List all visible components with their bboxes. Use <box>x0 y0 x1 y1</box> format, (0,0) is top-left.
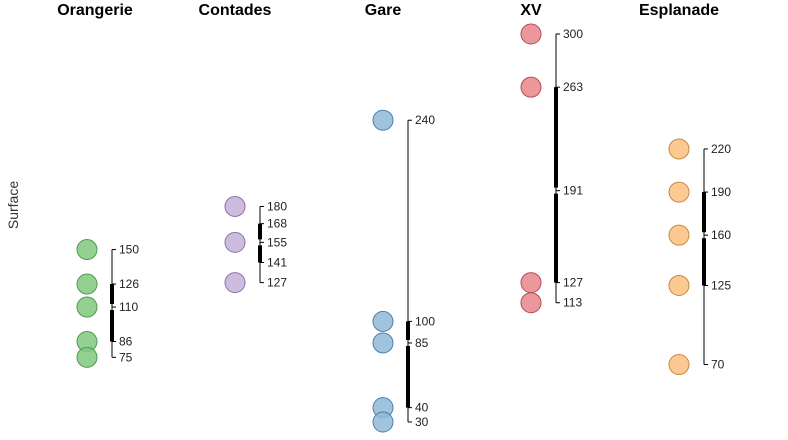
data-point-contades <box>224 231 246 253</box>
group-xv: XV 300 263 191 127 113 <box>520 2 583 314</box>
group-title-xv: XV <box>520 2 542 19</box>
data-point-gare <box>372 332 394 354</box>
data-point-esplanade <box>668 181 690 203</box>
tick-label-gare: 100 <box>415 314 435 328</box>
data-point-esplanade <box>668 354 690 376</box>
tick-label-xv: 300 <box>563 27 583 41</box>
tick-label-orangerie: 75 <box>119 350 133 364</box>
tick-label-gare: 30 <box>415 415 429 429</box>
tick-label-xv: 263 <box>563 80 583 94</box>
tick-label-xv: 191 <box>563 184 583 198</box>
data-point-xv <box>520 23 542 45</box>
tick-label-xv: 127 <box>563 276 583 290</box>
data-point-orangerie <box>76 346 98 368</box>
tick-label-orangerie: 126 <box>119 277 139 291</box>
data-point-gare <box>372 109 394 131</box>
group-contades: Contades 180 168 155 141 127 <box>199 2 287 294</box>
group-title-orangerie: Orangerie <box>57 2 133 19</box>
data-point-orangerie <box>76 273 98 295</box>
tick-label-contades: 180 <box>267 199 287 213</box>
tick-label-contades: 127 <box>267 276 287 290</box>
tick-label-contades: 141 <box>267 255 287 269</box>
data-point-gare <box>372 411 394 433</box>
group-esplanade: Esplanade 220 190 160 125 70 <box>639 2 731 376</box>
group-title-gare: Gare <box>365 2 402 19</box>
data-point-gare <box>372 310 394 332</box>
data-point-esplanade <box>668 224 690 246</box>
data-point-esplanade <box>668 274 690 296</box>
data-point-xv <box>520 76 542 98</box>
tick-label-esplanade: 70 <box>711 358 725 372</box>
tick-label-esplanade: 160 <box>711 228 731 242</box>
data-point-contades <box>224 272 246 294</box>
tick-label-orangerie: 150 <box>119 243 139 257</box>
tick-label-gare: 40 <box>415 401 429 415</box>
tick-label-contades: 155 <box>267 235 287 249</box>
group-title-esplanade: Esplanade <box>639 2 719 19</box>
tick-label-esplanade: 220 <box>711 142 731 156</box>
data-point-orangerie <box>76 296 98 318</box>
tick-label-esplanade: 190 <box>711 185 731 199</box>
tick-label-xv: 113 <box>563 296 582 310</box>
data-point-xv <box>520 272 542 294</box>
tick-label-gare: 240 <box>415 113 435 127</box>
data-point-contades <box>224 195 246 217</box>
y-axis-label: Surface <box>5 181 21 229</box>
tick-label-contades: 168 <box>267 217 287 231</box>
data-point-esplanade <box>668 138 690 160</box>
data-point-xv <box>520 292 542 314</box>
data-point-orangerie <box>76 239 98 261</box>
tick-label-gare: 85 <box>415 336 429 350</box>
tick-label-orangerie: 86 <box>119 335 133 349</box>
tick-label-esplanade: 125 <box>711 278 731 292</box>
tick-label-orangerie: 110 <box>119 300 138 314</box>
group-title-contades: Contades <box>199 2 272 19</box>
